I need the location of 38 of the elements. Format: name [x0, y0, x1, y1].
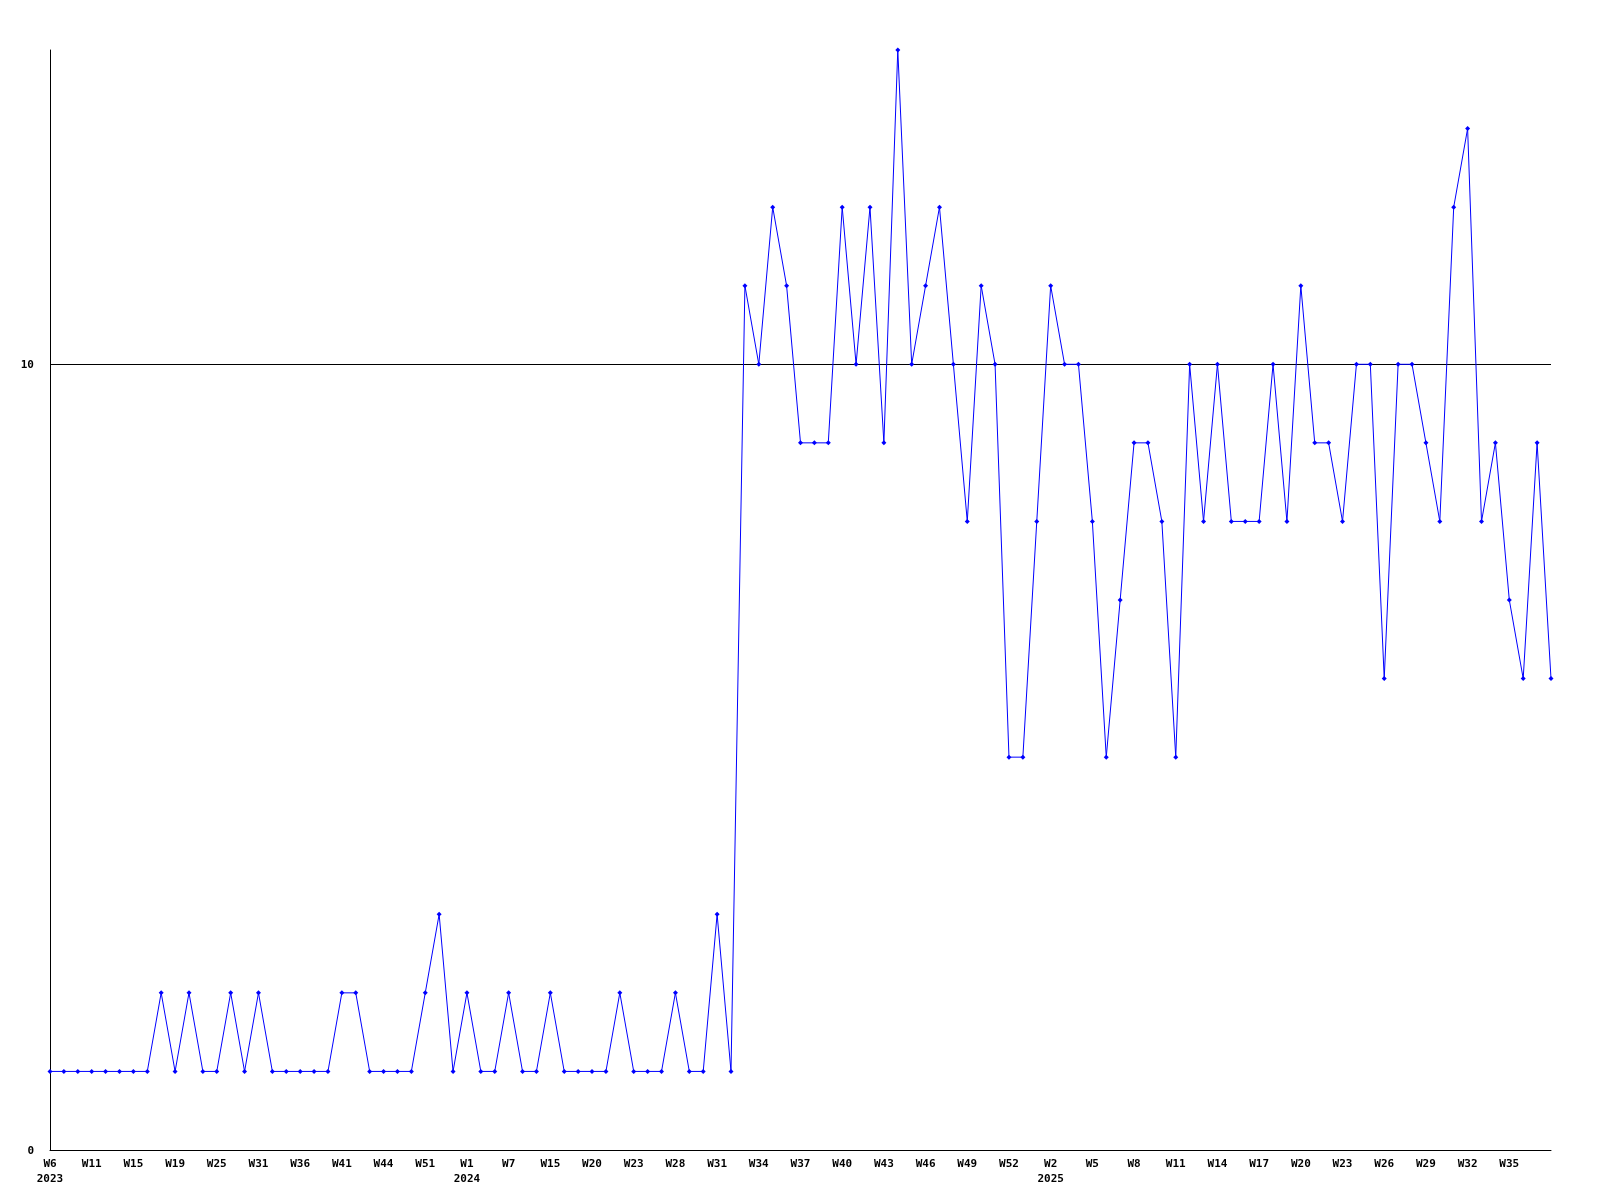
x-tick-label: W2 2025 — [1037, 1157, 1064, 1185]
x-tick-label: W29 — [1415, 1157, 1436, 1170]
x-tick-label: W1 2024 — [453, 1157, 481, 1185]
x-tick-label: W51 — [415, 1157, 436, 1170]
x-tick-label: W15 — [123, 1157, 144, 1170]
x-tick-label: W36 — [290, 1157, 311, 1170]
x-tick-label: W23 — [1332, 1157, 1353, 1170]
x-tick-label: W26 — [1374, 1157, 1395, 1170]
x-tick-label: W19 — [165, 1157, 186, 1170]
x-tick-label: W25 — [206, 1157, 227, 1170]
x-tick-label: W5 — [1085, 1157, 1099, 1170]
x-tick-label: W15 — [540, 1157, 561, 1170]
x-tick-label: W34 — [748, 1157, 770, 1170]
x-tick-label: W46 — [915, 1157, 936, 1170]
x-tick-label: W52 — [999, 1157, 1019, 1170]
x-tick-label: W8 — [1127, 1157, 1141, 1170]
y-tick-label: 10 — [20, 357, 34, 371]
x-tick-label: W49 — [957, 1157, 978, 1170]
x-tick-label: W37 — [790, 1157, 811, 1170]
y-tick-label: 0 — [27, 1143, 34, 1157]
x-tick-label: W35 — [1499, 1157, 1520, 1170]
x-tick-label: W40 — [832, 1157, 853, 1170]
x-tick-label: W28 — [665, 1157, 686, 1170]
x-tick-label: W32 — [1457, 1157, 1478, 1170]
x-tick-label: W41 — [331, 1157, 353, 1170]
x-tick-label: W31 — [248, 1157, 269, 1170]
x-tick-label: W31 — [707, 1157, 728, 1170]
x-tick-label: W43 — [873, 1157, 894, 1170]
x-tick-label: W11 — [81, 1157, 102, 1170]
x-tick-label: W23 — [623, 1157, 644, 1170]
x-tick-label: W7 — [502, 1157, 516, 1170]
x-tick-label: W14 — [1207, 1157, 1228, 1170]
x-tick-label: W20 — [1290, 1157, 1311, 1170]
x-tick-label: W11 — [1165, 1157, 1187, 1170]
x-tick-label: W20 — [582, 1157, 602, 1170]
x-tick-label: W17 — [1249, 1157, 1270, 1170]
x-tick-label: W6 2023 — [36, 1157, 64, 1185]
x-tick-label: W44 — [373, 1157, 394, 1170]
